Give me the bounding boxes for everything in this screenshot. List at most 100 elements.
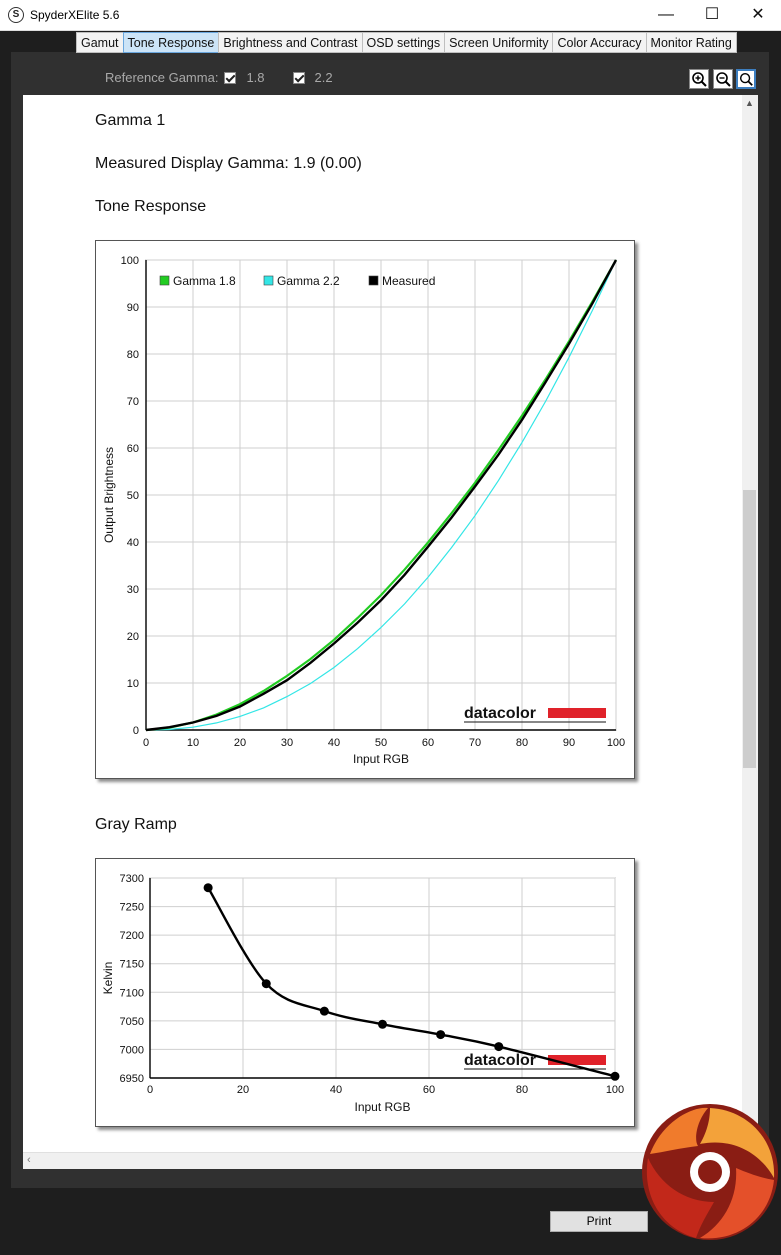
title-bar: S SpyderXElite 5.6 — ☐ ✕: [0, 0, 781, 31]
x-tick-label: 80: [516, 737, 528, 749]
gamma-22-label: 2.2: [314, 70, 333, 85]
reference-gamma-bar: Reference Gamma: 1.8 2.2: [105, 70, 333, 85]
scroll-left-icon[interactable]: ‹: [27, 1154, 31, 1166]
scrollbar-thumb[interactable]: [743, 490, 756, 768]
y-tick-label: 10: [127, 678, 139, 690]
tab-color-accuracy[interactable]: Color Accuracy: [552, 32, 646, 53]
gamma-22-checkbox[interactable]: [292, 71, 305, 84]
y-tick-label: 0: [133, 725, 139, 737]
gray-ramp-chart: 0 20 40 60 80 100 6950 7000 7050 7100 7150 7200 7250…: [95, 858, 635, 1127]
gamma-18-checkbox[interactable]: [224, 71, 237, 84]
gray-ramp-svg: 0 20 40 60 80 100 6950 7000 7050 7100 7150 7200 7250…: [101, 873, 624, 1114]
x-tick-label: 0: [143, 737, 149, 749]
x-tick-label: 20: [237, 1084, 249, 1096]
y-tick-label: 80: [127, 349, 139, 361]
tone-response-svg: 0 10 20 30 40 50 60 70 80 90 100 0 10 20 30 40 50 60 70 80 9…: [102, 255, 625, 766]
gray-ramp-point: [378, 1019, 387, 1029]
y-tick-label: 90: [127, 302, 139, 314]
x-tick-label: 100: [606, 1084, 624, 1096]
app-icon: S: [8, 7, 24, 23]
y-tick-label: 50: [127, 490, 139, 502]
brand-logo-icon: [642, 1104, 778, 1240]
x-axis-label: Input RGB: [353, 752, 409, 766]
gray-ramp-point: [261, 979, 271, 989]
y-tick-label: 7050: [120, 1016, 144, 1028]
y-tick-label: 7100: [120, 987, 144, 999]
x-tick-label: 90: [563, 737, 575, 749]
y-tick-label: 7300: [120, 873, 144, 885]
report-heading: Gamma 1: [95, 112, 166, 129]
tone-response-title: Tone Response: [95, 198, 207, 215]
tab-tone-response[interactable]: Tone Response: [122, 32, 219, 53]
tab-screen-uniformity[interactable]: Screen Uniformity: [444, 32, 553, 53]
x-tick-label: 40: [328, 737, 340, 749]
legend-label: Measured: [382, 274, 435, 288]
gamma-18-label: 1.8: [246, 70, 265, 85]
datacolor-watermark-text: datacolor: [464, 705, 536, 722]
close-icon[interactable]: ✕: [751, 6, 765, 23]
x-tick-label: 70: [469, 737, 481, 749]
zoom-in-icon[interactable]: [689, 69, 709, 89]
datacolor-watermark-text: datacolor: [464, 1052, 536, 1069]
x-tick-label: 20: [234, 737, 246, 749]
y-tick-label: 60: [127, 443, 139, 455]
print-button[interactable]: Print: [550, 1211, 648, 1232]
x-tick-label: 40: [330, 1084, 342, 1096]
gray-ramp-point: [203, 883, 213, 893]
zoom-fit-icon[interactable]: [736, 69, 756, 89]
series-line-measured: [145, 259, 618, 732]
series-line-gamma-2-2: [145, 259, 617, 731]
y-tick-label: 20: [127, 631, 139, 643]
legend-swatch: [263, 275, 274, 286]
legend-swatch: [368, 275, 379, 286]
y-tick-label: 40: [127, 537, 139, 549]
gray-ramp-point: [610, 1071, 620, 1081]
legend-swatch: [159, 275, 170, 286]
y-tick-label: 7250: [120, 902, 144, 914]
tab-bar: Gamut Tone Response Brightness and Contr…: [76, 32, 737, 53]
tab-brightness-contrast[interactable]: Brightness and Contrast: [218, 32, 362, 53]
datacolor-red-bar: [548, 1055, 606, 1065]
x-tick-label: 50: [375, 737, 387, 749]
x-tick-label: 60: [422, 737, 434, 749]
maximize-icon[interactable]: ☐: [704, 6, 720, 23]
reference-gamma-label: Reference Gamma:: [105, 70, 219, 85]
x-tick-label: 10: [187, 737, 199, 749]
y-tick-label: 100: [121, 255, 139, 267]
tab-monitor-rating[interactable]: Monitor Rating: [645, 32, 737, 53]
tab-osd-settings[interactable]: OSD settings: [361, 32, 445, 53]
tab-gamut[interactable]: Gamut: [76, 32, 123, 53]
gray-ramp-point: [319, 1006, 329, 1016]
x-tick-label: 0: [147, 1084, 153, 1096]
legend-label: Gamma 1.8: [173, 274, 236, 288]
y-tick-label: 30: [127, 584, 139, 596]
y-tick-label: 70: [127, 396, 139, 408]
y-tick-label: 7000: [120, 1044, 144, 1056]
tone-response-chart: 0 10 20 30 40 50 60 70 80 90 100 0 10 20 30 40 50 60 70 80 9…: [95, 240, 635, 779]
legend-label: Gamma 2.2: [277, 274, 340, 288]
minimize-icon[interactable]: —: [658, 6, 674, 23]
y-tick-label: 7150: [120, 959, 144, 971]
gray-ramp-title: Gray Ramp: [95, 816, 177, 833]
y-tick-label: 6950: [120, 1073, 144, 1085]
datacolor-red-bar: [548, 708, 606, 718]
x-tick-label: 80: [516, 1084, 528, 1096]
scroll-up-icon[interactable]: ▲: [745, 98, 754, 108]
window-title: SpyderXElite 5.6: [30, 8, 120, 22]
y-tick-label: 7200: [120, 930, 144, 942]
series-line-gamma-1-8: [145, 259, 617, 732]
y-axis-label: Kelvin: [101, 962, 115, 995]
zoom-out-icon[interactable]: [713, 69, 733, 89]
measured-gamma-text: Measured Display Gamma: 1.9 (0.00): [95, 155, 362, 172]
y-axis-label: Output Brightness: [102, 447, 116, 543]
gray-ramp-point: [494, 1042, 504, 1052]
vertical-scrollbar[interactable]: ▲: [742, 95, 758, 1155]
gray-ramp-point: [436, 1030, 446, 1040]
x-tick-label: 100: [607, 737, 625, 749]
horizontal-scrollbar[interactable]: ‹: [23, 1152, 742, 1169]
plot-area: [149, 877, 616, 1079]
x-axis-label: Input RGB: [354, 1100, 410, 1114]
report-content[interactable]: Gamma 1 Measured Display Gamma: 1.9 (0.0…: [23, 95, 742, 1155]
x-tick-label: 30: [281, 737, 293, 749]
x-tick-label: 60: [423, 1084, 435, 1096]
